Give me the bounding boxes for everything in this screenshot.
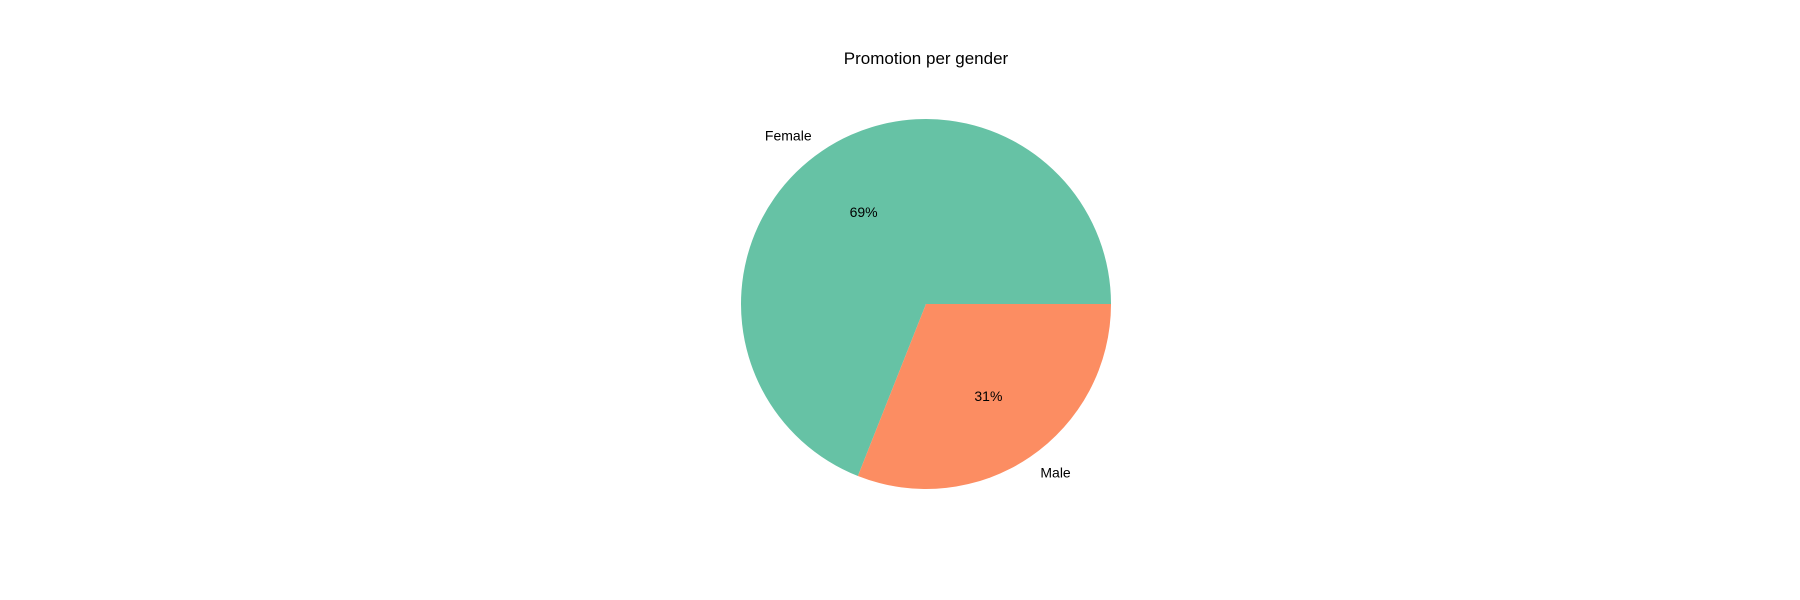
slice-percent-female: 69%	[850, 204, 878, 220]
slice-label-male: Male	[1040, 464, 1071, 480]
pie-slices	[741, 118, 1111, 489]
pie-slice-female	[741, 118, 1111, 477]
slice-percent-male: 31%	[974, 388, 1002, 404]
slice-label-female: Female	[765, 128, 812, 144]
pie-labels: Female 69% Male 31%	[765, 128, 1071, 481]
chart-title: Promotion per gender	[844, 49, 1009, 68]
pie-slice-male	[857, 304, 1111, 489]
